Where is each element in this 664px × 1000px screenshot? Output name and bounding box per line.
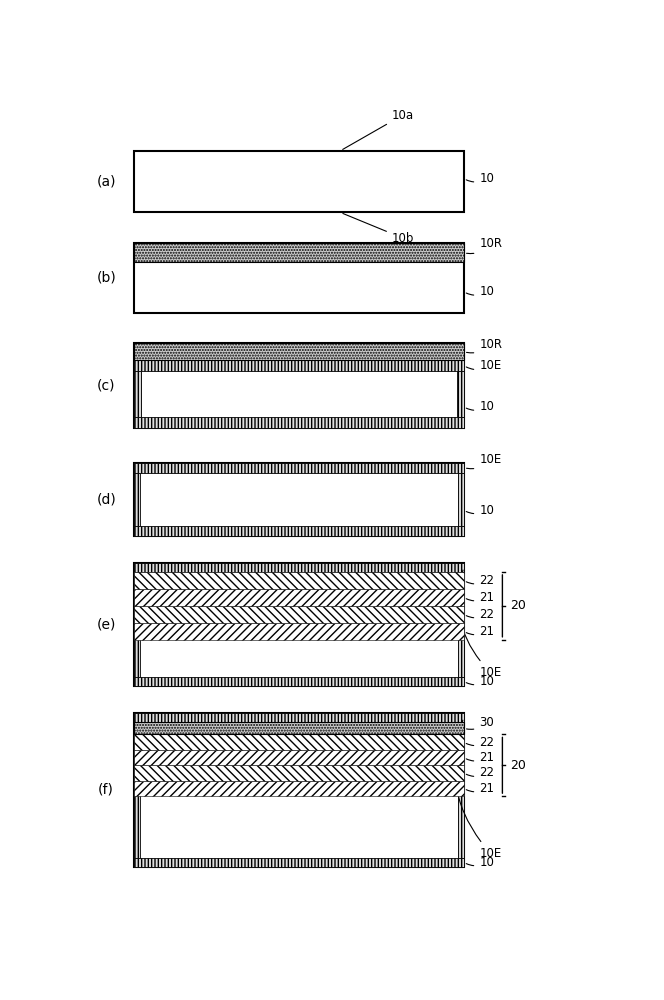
Bar (134, 243, 463, 312)
Text: 10: 10 (466, 172, 494, 185)
Text: 21: 21 (466, 625, 494, 638)
Bar (134, 563, 463, 686)
Bar (134, 750, 463, 765)
Text: 10a: 10a (343, 109, 414, 149)
Text: 21: 21 (466, 751, 494, 764)
Bar (134, 463, 463, 536)
Text: 10R: 10R (467, 338, 502, 353)
Text: 10E: 10E (459, 570, 501, 679)
Text: 10: 10 (466, 285, 494, 298)
Bar (134, 713, 463, 722)
Bar (134, 765, 463, 781)
Bar (134, 463, 463, 473)
Text: 10E: 10E (455, 720, 501, 860)
Bar (458, 722, 463, 858)
Text: 22: 22 (466, 608, 494, 621)
Bar (134, 563, 463, 572)
Text: 10: 10 (466, 856, 494, 869)
Text: 21: 21 (466, 591, 494, 604)
Bar (134, 526, 463, 536)
Bar (134, 243, 463, 262)
Text: (b): (b) (96, 271, 116, 285)
Text: 10E: 10E (466, 359, 501, 372)
Bar (134, 781, 463, 796)
Text: 10: 10 (466, 675, 494, 688)
Text: (a): (a) (96, 175, 116, 189)
Text: 22: 22 (466, 574, 494, 587)
Bar (134, 360, 463, 371)
Text: 20: 20 (510, 599, 526, 612)
Bar (134, 343, 463, 428)
Text: 22: 22 (466, 736, 494, 749)
Bar (134, 623, 463, 640)
Bar (457, 371, 464, 417)
Text: 30: 30 (467, 716, 494, 729)
Text: 21: 21 (466, 782, 494, 795)
Text: (d): (d) (96, 492, 116, 506)
Text: (c): (c) (97, 379, 116, 393)
Bar (134, 572, 140, 677)
Text: 10b: 10b (343, 213, 414, 245)
Text: 22: 22 (466, 766, 494, 779)
Bar (457, 473, 464, 526)
Bar (458, 572, 463, 677)
Bar (134, 473, 141, 526)
Text: 10E: 10E (467, 453, 501, 469)
Text: 10: 10 (466, 504, 494, 517)
Bar (134, 677, 463, 686)
Bar (134, 589, 463, 606)
Bar (134, 417, 463, 428)
Text: 10: 10 (466, 400, 494, 413)
Bar (134, 858, 463, 867)
Bar (134, 734, 463, 750)
Bar (134, 722, 140, 858)
Text: (e): (e) (96, 617, 116, 631)
Bar (134, 572, 463, 589)
Bar (134, 371, 141, 417)
Bar (134, 713, 463, 867)
Text: 10R: 10R (467, 237, 502, 254)
Bar (134, 606, 463, 623)
Bar (134, 151, 463, 212)
Text: 20: 20 (510, 759, 526, 772)
Text: (f): (f) (98, 783, 114, 797)
Bar (134, 722, 463, 734)
Bar (134, 343, 463, 360)
